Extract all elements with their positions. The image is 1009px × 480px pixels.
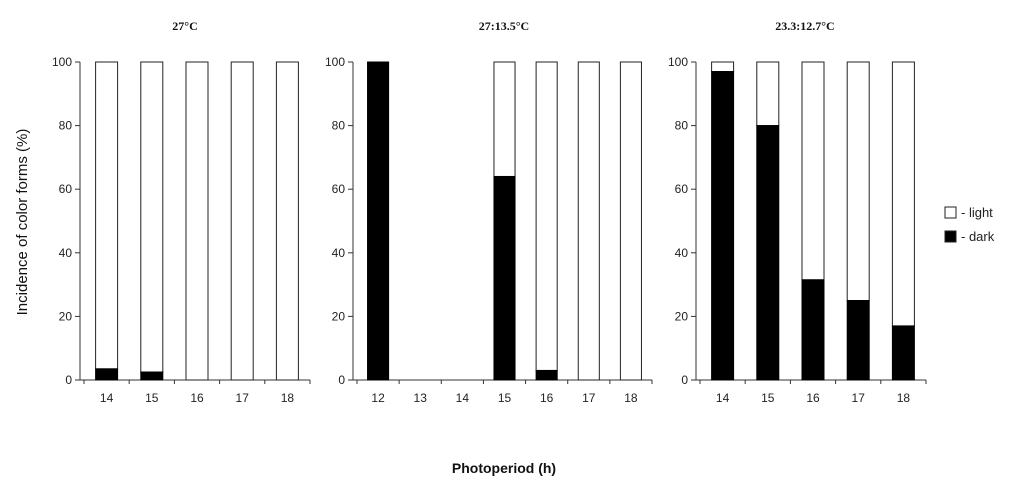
x-tick-label: 14 [456, 391, 470, 405]
y-tick-label: 0 [65, 373, 72, 387]
x-tick-label: 18 [281, 391, 295, 405]
legend-swatch [944, 206, 957, 219]
bar-dark [493, 175, 516, 381]
y-tick-label: 60 [332, 182, 346, 196]
bar-dark [801, 279, 825, 381]
panel-title: 27°C [172, 19, 197, 33]
y-tick-label: 20 [332, 309, 346, 323]
x-tick-label: 15 [498, 391, 512, 405]
bar-light [275, 61, 299, 381]
x-tick-label: 16 [540, 391, 554, 405]
legend-label: - dark [961, 229, 995, 244]
legend-label: - light [961, 205, 993, 220]
bar-light [185, 61, 209, 381]
x-tick-label: 15 [145, 391, 159, 405]
bar-light [756, 61, 780, 127]
y-tick-label: 40 [332, 246, 346, 260]
bar-dark [846, 300, 870, 381]
y-tick-label: 40 [675, 246, 689, 260]
y-tick-label: 100 [668, 55, 688, 69]
bar-light [535, 61, 558, 371]
y-tick-label: 100 [52, 55, 72, 69]
y-tick-label: 60 [59, 182, 73, 196]
x-tick-label: 16 [806, 391, 820, 405]
bar-light [140, 61, 164, 373]
x-tick-label: 13 [414, 391, 428, 405]
y-tick-label: 80 [59, 119, 73, 133]
bar-light [493, 61, 516, 177]
x-tick-label: 18 [897, 391, 911, 405]
y-tick-label: 80 [675, 119, 689, 133]
y-tick-label: 20 [59, 309, 73, 323]
bar-light [95, 61, 119, 370]
y-tick-label: 100 [325, 55, 345, 69]
bar-dark [891, 325, 915, 381]
y-tick-label: 60 [675, 182, 689, 196]
bar-dark [95, 368, 119, 381]
x-tick-label: 18 [624, 391, 638, 405]
bar-light [891, 61, 915, 327]
y-tick-label: 80 [332, 119, 346, 133]
x-tick-label: 17 [582, 391, 596, 405]
panel-title: 27:13.5°C [479, 19, 529, 33]
panel-title: 23.3:12.7°C [775, 19, 834, 33]
x-tick-label: 14 [100, 391, 114, 405]
y-axis-label: Incidence of color forms (%) [14, 129, 31, 316]
y-tick-label: 0 [338, 373, 345, 387]
x-tick-label: 17 [236, 391, 250, 405]
bar-dark [367, 61, 390, 381]
y-tick-label: 0 [681, 373, 688, 387]
x-tick-label: 16 [190, 391, 204, 405]
bar-light [801, 61, 825, 281]
bar-light [619, 61, 642, 381]
bar-dark [756, 125, 780, 381]
legend-swatch [944, 230, 957, 243]
bar-light [230, 61, 254, 381]
bar-light [846, 61, 870, 301]
x-tick-label: 17 [852, 391, 866, 405]
y-tick-label: 40 [59, 246, 73, 260]
bar-light [711, 61, 735, 73]
x-tick-label: 12 [371, 391, 385, 405]
bar-dark [140, 371, 164, 381]
y-tick-label: 20 [675, 309, 689, 323]
x-tick-label: 14 [716, 391, 730, 405]
x-axis-label: Photoperiod (h) [452, 460, 556, 476]
bar-light [577, 61, 600, 381]
bar-dark [535, 369, 558, 381]
bar-dark [711, 71, 735, 381]
x-tick-label: 15 [761, 391, 775, 405]
